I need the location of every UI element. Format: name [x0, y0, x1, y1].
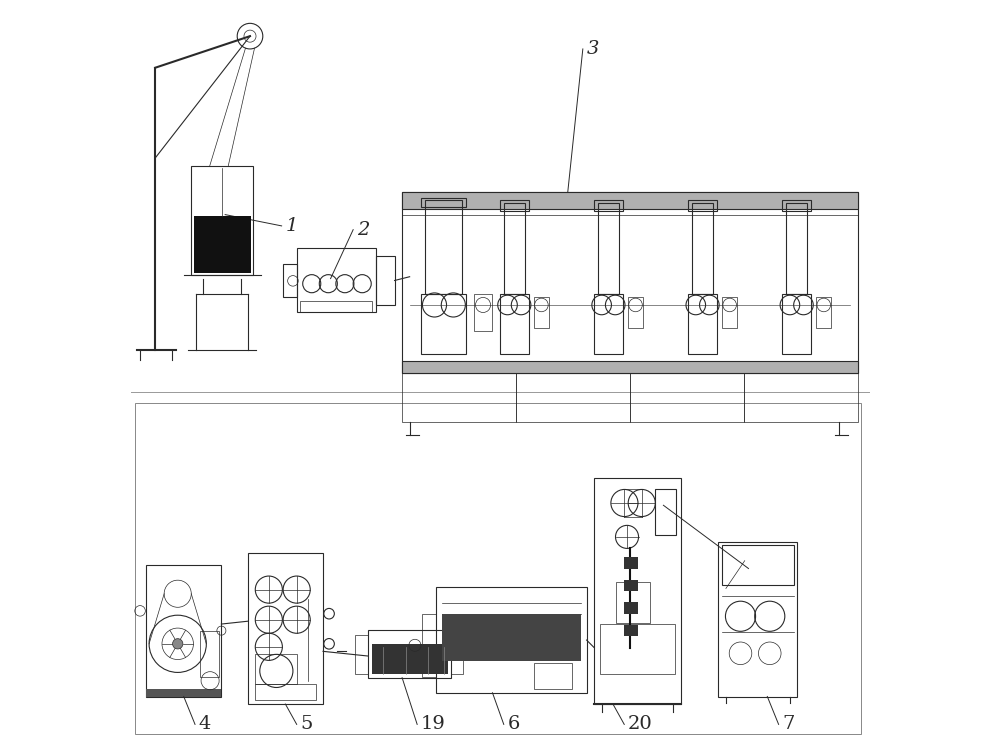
Bar: [534, 297, 549, 328]
Bar: [598, 203, 619, 294]
Bar: [500, 200, 529, 211]
Bar: [504, 203, 525, 294]
Bar: [421, 294, 466, 354]
Bar: [722, 545, 794, 585]
Bar: [191, 166, 253, 275]
Bar: [146, 689, 221, 697]
Bar: [376, 256, 395, 305]
Bar: [688, 200, 717, 211]
Bar: [135, 403, 861, 734]
Bar: [624, 580, 638, 591]
Bar: [722, 297, 737, 328]
Bar: [474, 294, 492, 331]
Bar: [624, 602, 638, 614]
Bar: [594, 478, 681, 704]
Text: 1: 1: [285, 217, 298, 235]
Bar: [436, 587, 587, 693]
Bar: [655, 489, 676, 535]
Text: 4: 4: [199, 715, 211, 733]
Text: 7: 7: [782, 715, 795, 733]
Bar: [628, 297, 643, 328]
Bar: [255, 654, 297, 684]
Bar: [442, 614, 581, 661]
Bar: [616, 582, 650, 623]
Bar: [255, 684, 316, 700]
Bar: [782, 200, 811, 211]
Text: 2: 2: [357, 221, 369, 239]
Bar: [283, 264, 297, 297]
Bar: [692, 203, 713, 294]
Bar: [368, 630, 451, 678]
Bar: [688, 294, 717, 354]
Bar: [402, 373, 516, 422]
Bar: [816, 297, 831, 328]
Bar: [297, 248, 376, 312]
Bar: [624, 625, 638, 636]
Bar: [355, 635, 368, 674]
Bar: [600, 624, 675, 674]
Text: 6: 6: [508, 715, 520, 733]
Bar: [200, 631, 219, 677]
Bar: [248, 553, 323, 704]
Bar: [425, 200, 462, 294]
Bar: [146, 565, 221, 697]
Bar: [300, 301, 372, 312]
Bar: [451, 635, 463, 674]
Text: 19: 19: [421, 715, 446, 733]
Bar: [372, 644, 448, 674]
Bar: [718, 542, 797, 697]
Bar: [421, 198, 466, 207]
Bar: [402, 361, 858, 373]
Circle shape: [173, 639, 183, 649]
Bar: [624, 557, 638, 569]
Bar: [402, 192, 858, 209]
Bar: [422, 614, 436, 677]
Bar: [630, 373, 744, 422]
Bar: [786, 203, 807, 294]
Bar: [402, 192, 858, 373]
Bar: [534, 663, 572, 689]
Bar: [782, 294, 811, 354]
Bar: [194, 216, 251, 273]
Bar: [500, 294, 529, 354]
Bar: [516, 373, 630, 422]
Text: 5: 5: [300, 715, 313, 733]
Bar: [744, 373, 858, 422]
Text: 20: 20: [628, 715, 653, 733]
Bar: [594, 200, 623, 211]
Text: 3: 3: [587, 40, 599, 58]
Bar: [594, 294, 623, 354]
